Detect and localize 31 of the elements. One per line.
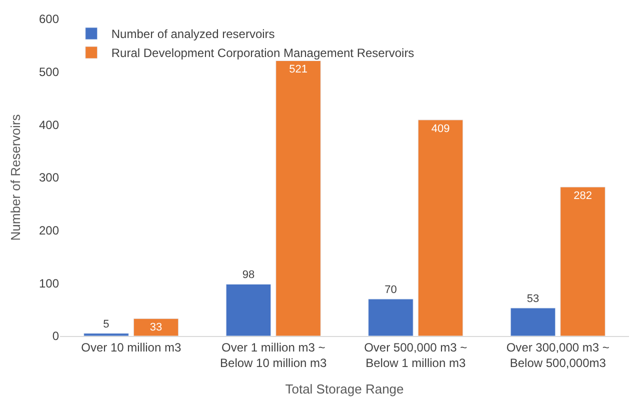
data-label: 282	[574, 190, 592, 202]
bar	[226, 284, 272, 336]
y-tick-label: 500	[38, 65, 60, 80]
x-tick-label: Over 10 million m3	[81, 340, 182, 354]
x-tick-label: Over 500,000 m3 ~ Below 1 million m3	[364, 340, 468, 370]
x-tick-label: Over 300,000 m3 ~ Below 500,000m3	[506, 340, 610, 370]
data-label: 5	[103, 318, 110, 330]
legend-label: Rural Development Corporation Management Reservoirs	[111, 46, 414, 60]
bar	[368, 298, 414, 336]
y-tick-label: 200	[38, 224, 60, 238]
bar	[560, 186, 606, 336]
data-label: 409	[431, 122, 450, 135]
legend-label: Number of analyzed reservoirs	[111, 27, 275, 42]
bar	[84, 333, 129, 336]
bar	[276, 60, 321, 336]
x-tick-label: Over 1 million m3 ~ Below 10 million m3	[220, 340, 328, 370]
y-tick-label: 100	[38, 276, 60, 290]
y-tick-label: 400	[38, 118, 60, 132]
bar	[510, 308, 556, 336]
y-tick-label: 0	[52, 329, 60, 344]
data-label: 53	[526, 293, 540, 305]
y-axis-title: Number of Reservoirs	[8, 114, 23, 241]
data-label: 521	[289, 64, 308, 76]
bar	[133, 318, 179, 336]
bar	[418, 120, 464, 336]
x-axis-title: Total Storage Range	[285, 382, 404, 397]
data-label: 33	[150, 322, 162, 334]
data-label: 70	[384, 284, 397, 296]
y-tick-label: 600	[38, 12, 60, 26]
data-label: 98	[242, 269, 255, 282]
y-tick-label: 300	[38, 170, 60, 185]
